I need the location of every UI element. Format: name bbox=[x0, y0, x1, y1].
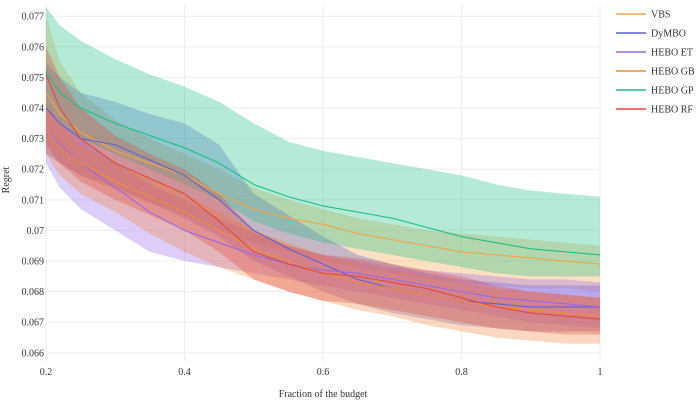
legend-label-hebo-rf: HEBO RF bbox=[651, 105, 693, 116]
legend-item-dymbo[interactable]: DyMBO bbox=[616, 29, 686, 40]
legend-item-vbs[interactable]: VBS bbox=[616, 10, 670, 21]
x-tick-label-4: 1 bbox=[598, 367, 603, 378]
legend-label-dymbo: DyMBO bbox=[651, 29, 686, 40]
x-tick-label-0: 0.2 bbox=[40, 367, 53, 378]
x-tick-label-2: 0.6 bbox=[317, 367, 330, 378]
legend: VBS DyMBO HEBO ET HEBO GB HEBO GP HEBO RF bbox=[616, 10, 695, 116]
legend-label-hebo-gb: HEBO GB bbox=[651, 67, 695, 78]
y-tick-label-4: 0.07 bbox=[27, 226, 45, 237]
y-tick-label-8: 0.074 bbox=[22, 104, 45, 115]
y-tick-label-10: 0.076 bbox=[22, 42, 45, 53]
y-axis-title: Regret bbox=[1, 166, 12, 193]
legend-item-hebo-et[interactable]: HEBO ET bbox=[616, 48, 693, 59]
y-tick-label-9: 0.075 bbox=[22, 73, 45, 84]
legend-item-hebo-gp[interactable]: HEBO GP bbox=[616, 86, 694, 97]
line-vbs bbox=[45, 92, 601, 265]
x-axis-ticks: 0.2 0.4 0.6 0.8 1 bbox=[40, 367, 603, 378]
x-tick-label-1: 0.4 bbox=[178, 367, 191, 378]
y-tick-label-1: 0.067 bbox=[22, 318, 45, 329]
series-lines bbox=[45, 71, 601, 320]
band-vbs bbox=[46, 16, 600, 292]
confidence-bands bbox=[46, 7, 600, 344]
legend-label-vbs: VBS bbox=[651, 10, 670, 21]
grid bbox=[45, 4, 601, 362]
band-hebo-gb bbox=[46, 101, 600, 344]
y-tick-label-3: 0.069 bbox=[22, 257, 45, 268]
legend-label-hebo-gp: HEBO GP bbox=[651, 86, 694, 97]
y-tick-label-5: 0.071 bbox=[22, 195, 45, 206]
y-axis-ticks: 0.066 0.067 0.068 0.069 0.07 0.071 0.072 0.073 0… bbox=[22, 12, 45, 360]
line-hebo-gp bbox=[45, 71, 601, 256]
legend-item-hebo-gb[interactable]: HEBO GB bbox=[616, 67, 695, 78]
y-tick-label-7: 0.073 bbox=[22, 134, 45, 145]
y-tick-label-0: 0.066 bbox=[22, 348, 45, 359]
line-dymbo bbox=[45, 107, 600, 308]
y-tick-label-2: 0.068 bbox=[22, 287, 45, 298]
band-dymbo bbox=[46, 62, 600, 332]
band-hebo-et bbox=[46, 108, 600, 329]
y-tick-label-11: 0.077 bbox=[22, 12, 45, 23]
x-axis-title: Fraction of the budget bbox=[279, 389, 368, 400]
x-tick-label-3: 0.8 bbox=[455, 367, 468, 378]
legend-label-hebo-et: HEBO ET bbox=[651, 48, 693, 59]
legend-item-hebo-rf[interactable]: HEBO RF bbox=[616, 105, 693, 116]
line-hebo-rf bbox=[45, 74, 601, 320]
y-tick-label-6: 0.072 bbox=[22, 165, 45, 176]
band-hebo-gp bbox=[46, 7, 600, 277]
band-hebo-rf bbox=[46, 46, 600, 335]
